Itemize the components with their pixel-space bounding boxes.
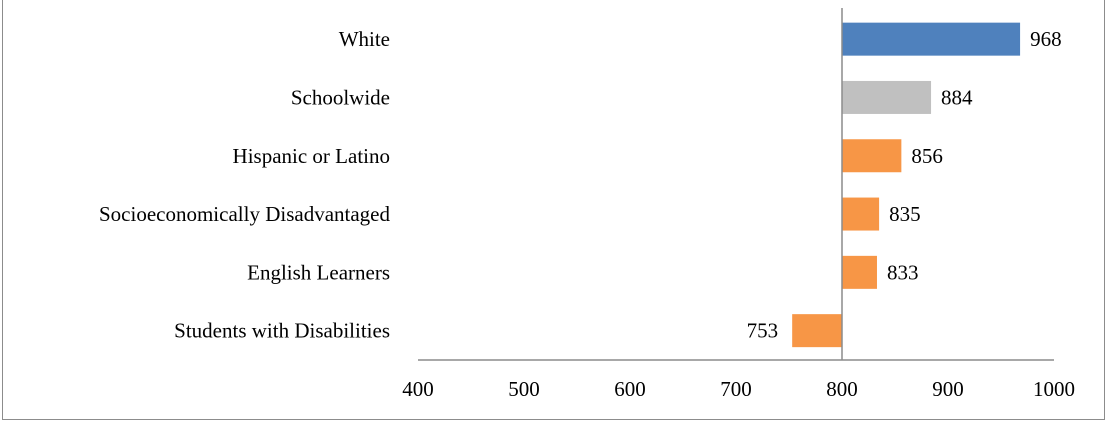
category-label-socioeconomically-disadvantaged: Socioeconomically Disadvantaged: [99, 202, 390, 226]
bar-schoolwide: [842, 80, 932, 114]
data-label-white: 968: [1030, 27, 1062, 51]
bars-layer: [792, 22, 1021, 348]
x-tick-label-700: 700: [720, 377, 752, 401]
bar-students-with-disabilities: [792, 314, 842, 348]
x-tick-label-1000: 1000: [1033, 377, 1075, 401]
category-label-students-with-disabilities: Students with Disabilities: [174, 319, 390, 343]
bar-hispanic-or-latino: [842, 139, 902, 173]
bar-white: [842, 22, 1021, 56]
data-label-socioeconomically-disadvantaged: 835: [889, 202, 921, 226]
x-tick-label-500: 500: [508, 377, 540, 401]
data-label-hispanic-or-latino: 856: [911, 144, 943, 168]
labels-layer: White 968 Schoolwide 884 Hispanic or Latino 8…: [99, 27, 1075, 401]
bar-english-learners: [842, 255, 877, 289]
axis-layer: [418, 8, 1054, 361]
bar-socioeconomically-disadvantaged: [842, 197, 880, 231]
x-tick-label-900: 900: [932, 377, 964, 401]
category-label-english-learners: English Learners: [247, 260, 390, 284]
data-label-schoolwide: 884: [941, 85, 973, 109]
x-tick-label-600: 600: [614, 377, 646, 401]
data-label-english-learners: 833: [887, 260, 919, 284]
x-tick-label-800: 800: [826, 377, 858, 401]
x-tick-label-400: 400: [402, 377, 434, 401]
category-label-schoolwide: Schoolwide: [291, 85, 390, 109]
data-label-students-with-disabilities: 753: [747, 319, 779, 343]
category-label-hispanic-or-latino: Hispanic or Latino: [233, 144, 390, 168]
category-label-white: White: [339, 27, 390, 51]
